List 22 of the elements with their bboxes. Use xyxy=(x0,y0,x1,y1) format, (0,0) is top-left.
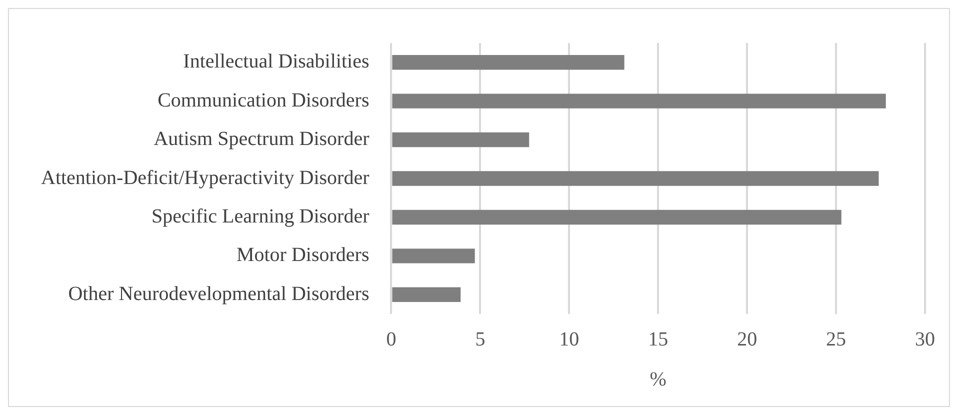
y-tick-label: Intellectual Disabilities xyxy=(183,50,370,73)
bar xyxy=(392,248,475,264)
y-tick-label: Other Neurodevelopmental Disorders xyxy=(68,282,370,305)
y-tick-label: Communication Disorders xyxy=(158,89,370,112)
bar xyxy=(392,132,530,148)
x-tick-label: 5 xyxy=(475,328,486,350)
bar xyxy=(392,171,879,186)
bar xyxy=(392,55,624,70)
y-tick-label: Attention-Deficit/Hyperactivity Disorder xyxy=(41,166,370,189)
x-tick-label: 15 xyxy=(648,328,668,350)
x-axis-title: % xyxy=(650,368,666,390)
y-tick-label: Motor Disorders xyxy=(236,244,370,266)
x-tick-label: 10 xyxy=(559,328,580,350)
x-tick-label: 25 xyxy=(826,328,846,350)
x-tick-label: 20 xyxy=(737,328,758,350)
bar xyxy=(392,210,842,225)
x-tick-label: 30 xyxy=(915,328,935,350)
bar xyxy=(392,287,461,302)
x-tick-label: 0 xyxy=(386,328,396,350)
y-tick-label: Autism Spectrum Disorder xyxy=(154,128,370,150)
y-tick-label: Specific Learning Disorder xyxy=(152,205,370,228)
bar xyxy=(392,94,886,108)
